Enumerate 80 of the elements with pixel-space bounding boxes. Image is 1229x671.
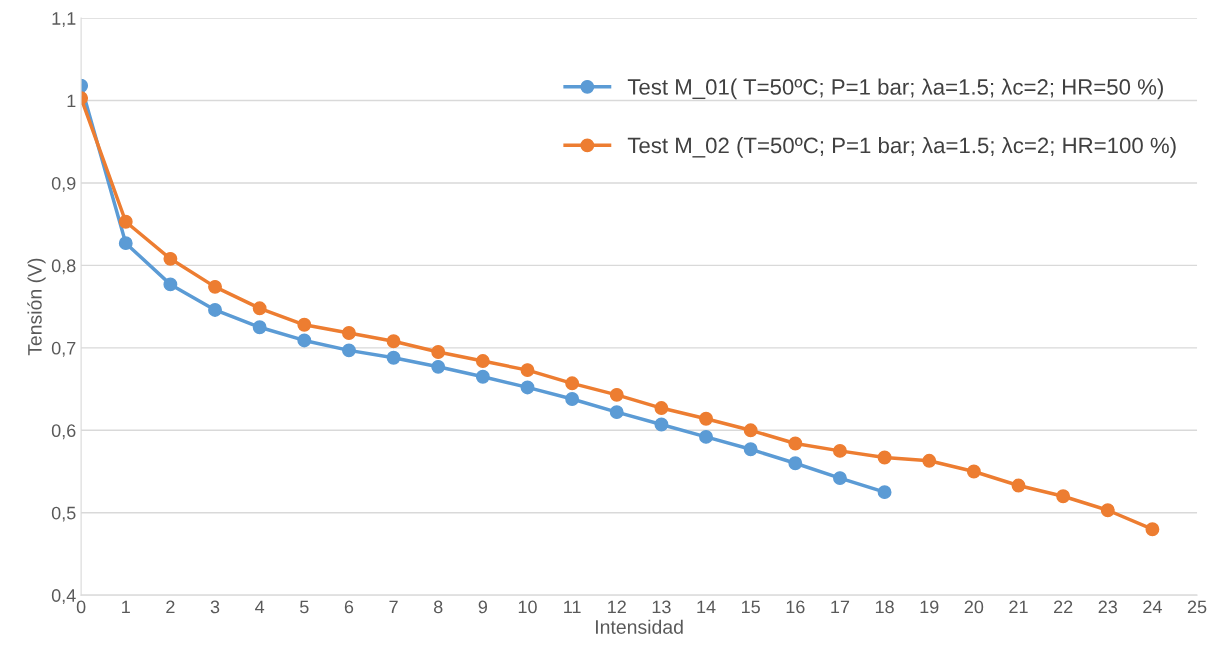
point [877,485,892,500]
point [699,411,713,426]
y-tick-label: 1,1 [52,12,76,27]
x-tick-label: 25 [1187,600,1207,614]
point [788,436,803,451]
x-tick-label: 4 [255,600,265,614]
x-axis-title: Intensidad [596,619,683,634]
y-tick-label: 0,7 [51,341,76,357]
x-tick-label: 5 [300,600,309,614]
y-tick-label: 1 [67,94,76,108]
point [654,417,669,432]
point [877,450,892,465]
legend-label: Test M_01( T=50ºC; P=1 bar; λa=1.5; λc=2; HR=50 %) [627,78,1163,100]
x-tick-label: 24 [1143,600,1162,614]
point [966,464,981,479]
y-tick-label: 0,9 [51,176,76,192]
point [431,359,446,374]
point [163,277,178,292]
point [208,302,222,317]
point [1056,489,1071,504]
point [475,369,490,384]
x-tick-label: 13 [652,600,671,614]
point [1145,522,1160,537]
point [654,401,669,415]
x-tick-label: 18 [875,600,894,614]
point [565,392,580,406]
point [520,363,535,378]
x-tick-label: 12 [608,600,626,614]
y-axis-title: Tensión (V) [27,258,46,356]
point [1011,478,1026,493]
point [252,320,267,335]
point [118,236,133,251]
x-tick-label: 10 [518,600,537,614]
x-tick-label: 11 [564,600,581,614]
x-tick-label: 14 [697,600,716,614]
point [341,343,356,358]
point [431,345,446,359]
y-tick-label: 0,4 [51,589,76,605]
x-tick-label: 16 [786,600,805,614]
y-tick-label: 0,6 [51,424,76,440]
x-tick-label: 8 [433,600,443,614]
point [743,423,758,438]
point [297,333,312,348]
point [118,214,133,229]
point [341,326,356,340]
point [609,387,624,402]
x-tick-label: 17 [831,600,850,614]
x-tick-label: 19 [920,600,939,614]
point [475,354,490,369]
y-tick-label: 0,8 [51,259,76,275]
x-tick-label: 20 [964,600,984,614]
point [386,350,401,365]
x-tick-label: 9 [478,600,488,614]
legend-label: Test M_02 (T=50ºC; P=1 bar; λa=1.5; λc=2; HR=100 %) [627,137,1176,158]
point [699,429,713,444]
point [833,471,847,486]
point [922,453,937,468]
x-tick-label: 23 [1098,600,1118,614]
point [297,317,312,332]
point [743,442,758,457]
x-tick-label: 0 [76,600,86,614]
point [565,376,580,391]
point [252,301,267,316]
point [520,380,535,395]
x-tick-label: 2 [166,600,175,614]
point [609,405,624,420]
point [833,443,847,458]
point [788,456,803,471]
point [386,334,401,349]
y-tick-label: 0,5 [51,506,76,522]
point [1100,503,1115,518]
point [208,279,222,294]
x-tick-label: 22 [1054,600,1073,614]
point [163,251,178,266]
x-tick-label: 6 [344,600,354,614]
x-tick-label: 15 [742,600,760,614]
x-tick-label: 3 [210,600,220,614]
x-tick-label: 21 [1009,600,1028,614]
x-tick-label: 1 [122,600,130,614]
x-tick-label: 7 [389,600,398,614]
